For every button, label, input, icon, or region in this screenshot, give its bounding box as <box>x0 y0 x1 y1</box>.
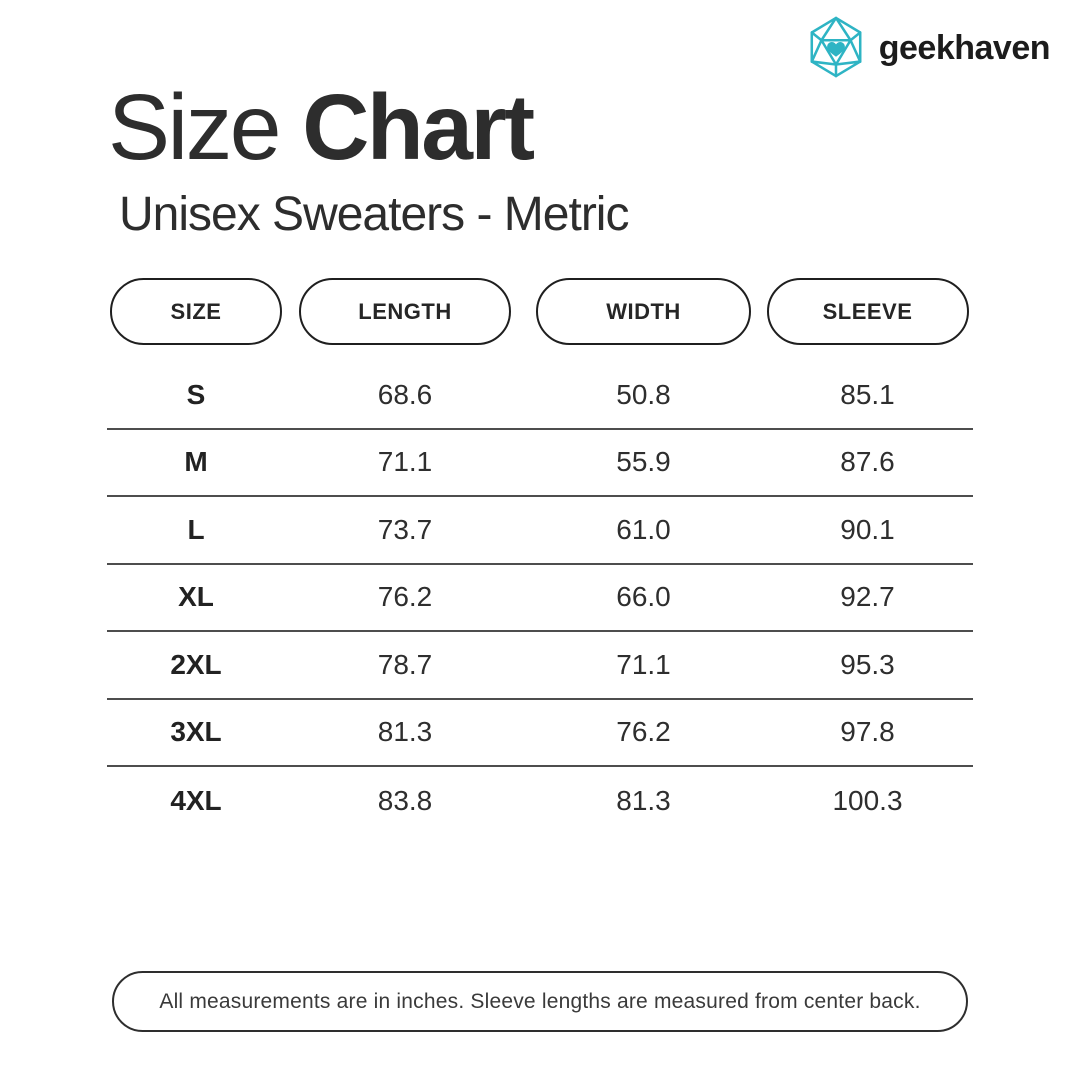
table-row: XL 76.2 66.0 92.7 <box>107 565 973 632</box>
width-cell: 61.0 <box>616 513 671 545</box>
brand-name: geekhaven <box>878 28 1051 67</box>
column-header-sleeve-wrap: SLEEVE <box>762 278 973 345</box>
width-cell: 55.9 <box>616 446 671 478</box>
page-title-bold: Chart <box>302 75 535 179</box>
size-cell: L <box>187 513 205 545</box>
page-title: Size Chart <box>108 81 535 174</box>
sleeve-cell: 100.3 <box>832 784 903 816</box>
sleeve-cell: 97.8 <box>840 716 895 748</box>
length-cell: 78.7 <box>377 648 433 680</box>
length-cell: 68.6 <box>377 378 433 410</box>
sleeve-cell: 92.7 <box>840 581 895 613</box>
width-cell: 71.1 <box>616 648 671 680</box>
size-cell: 2XL <box>170 648 222 680</box>
size-cell: S <box>186 378 206 410</box>
width-cell: 81.3 <box>616 784 671 816</box>
sleeve-cell: 87.6 <box>840 446 895 478</box>
width-cell: 50.8 <box>616 378 671 410</box>
width-cell: 76.2 <box>616 716 671 748</box>
table-body: S 68.6 50.8 85.1 M 71.1 55.9 87.6 L 73.7… <box>107 362 973 835</box>
width-cell: 66.0 <box>616 581 671 613</box>
measurement-note: All measurements are in inches. Sleeve l… <box>112 971 968 1032</box>
column-header-length-wrap: LENGTH <box>285 278 525 345</box>
table-row: 2XL 78.7 71.1 95.3 <box>107 632 973 700</box>
length-cell: 71.1 <box>377 446 433 478</box>
sleeve-cell: 95.3 <box>840 648 895 680</box>
table-header-row: SIZE LENGTH WIDTH SLEEVE <box>107 278 973 345</box>
size-cell: 4XL <box>170 784 222 816</box>
table-row: 3XL 81.3 76.2 97.8 <box>107 700 973 767</box>
length-cell: 81.3 <box>377 716 433 748</box>
table-row: M 71.1 55.9 87.6 <box>107 430 973 497</box>
size-cell: 3XL <box>170 716 222 748</box>
column-header-length: LENGTH <box>299 278 511 345</box>
sleeve-cell: 85.1 <box>840 378 895 410</box>
table-row: L 73.7 61.0 90.1 <box>107 497 973 565</box>
column-header-width: WIDTH <box>536 278 751 345</box>
table-row: 4XL 83.8 81.3 100.3 <box>107 767 973 835</box>
size-cell: M <box>184 446 208 478</box>
brand-logo: geekhaven <box>805 16 1051 80</box>
page-subtitle: Unisex Sweaters - Metric <box>119 188 629 241</box>
column-header-sleeve: SLEEVE <box>766 278 969 345</box>
length-cell: 83.8 <box>377 784 433 816</box>
column-header-size: SIZE <box>110 278 282 345</box>
column-header-size-wrap: SIZE <box>107 278 285 345</box>
sleeve-cell: 90.1 <box>840 513 895 545</box>
table-row: S 68.6 50.8 85.1 <box>107 362 973 430</box>
length-cell: 73.7 <box>377 513 433 545</box>
d20-heart-icon <box>805 16 867 80</box>
size-chart-table: SIZE LENGTH WIDTH SLEEVE S 68.6 50.8 85.… <box>107 278 973 835</box>
size-cell: XL <box>178 581 214 613</box>
page-title-light: Size <box>108 75 281 179</box>
length-cell: 76.2 <box>377 581 433 613</box>
column-header-width-wrap: WIDTH <box>525 278 762 345</box>
